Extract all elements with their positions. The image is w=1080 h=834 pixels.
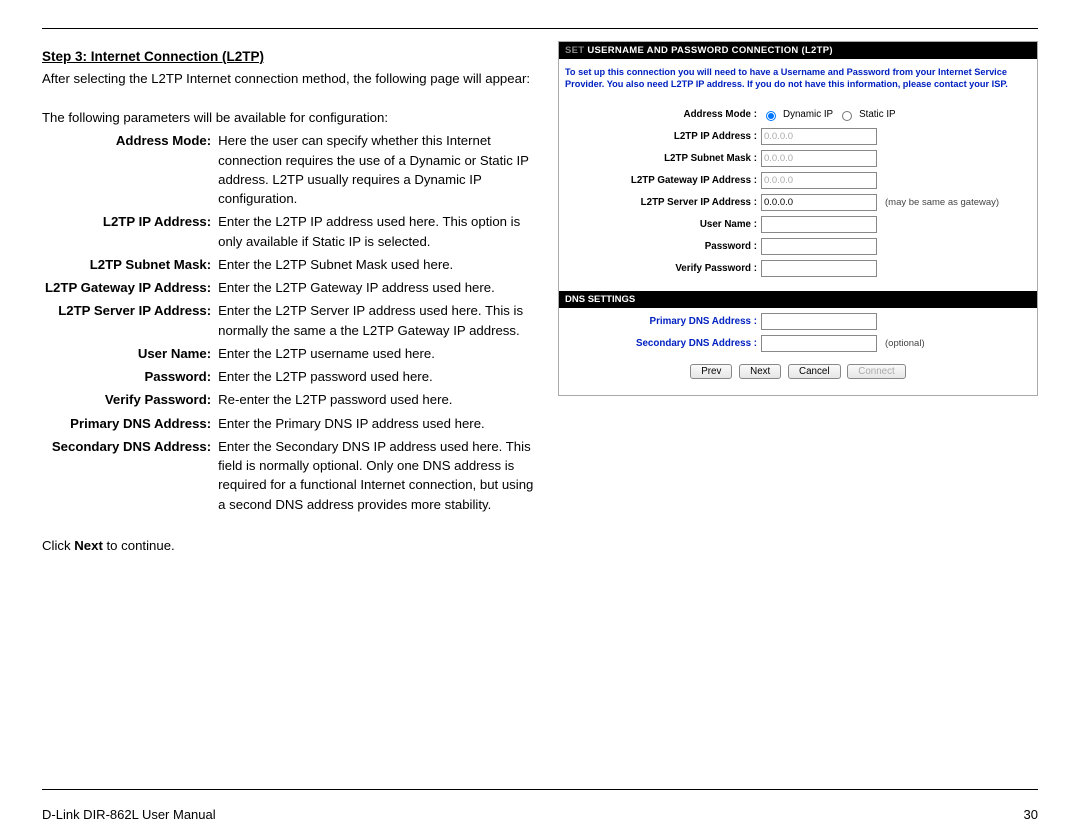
l2tp-panel: SET USERNAME AND PASSWORD CONNECTION (L2… <box>558 41 1038 396</box>
def-desc: Enter the L2TP Server IP address used he… <box>217 300 536 341</box>
def-desc: Re-enter the L2TP password used here. <box>217 389 536 410</box>
def-desc: Enter the L2TP password used here. <box>217 366 536 387</box>
footer: D-Link DIR-862L User Manual 30 <box>42 807 1038 822</box>
def-row: L2TP Subnet Mask:Enter the L2TP Subnet M… <box>44 254 536 275</box>
intro-2: The following parameters will be availab… <box>42 108 538 127</box>
input-primary-dns[interactable] <box>761 313 877 330</box>
prev-button[interactable]: Prev <box>690 364 732 379</box>
input-l2tp-srv[interactable] <box>761 194 877 211</box>
def-row: User Name:Enter the L2TP username used h… <box>44 343 536 364</box>
hrule-bottom <box>42 789 1038 790</box>
radio-static-ip[interactable] <box>842 111 852 121</box>
radio-label-dynamic: Dynamic IP <box>783 109 833 120</box>
panel-info: To set up this connection you will need … <box>559 59 1037 101</box>
def-desc: Enter the L2TP Gateway IP address used h… <box>217 277 536 298</box>
panel-title-dns: DNS SETTINGS <box>559 291 1037 308</box>
dns-form: Primary DNS Address : Secondary DNS Addr… <box>559 308 1037 395</box>
input-l2tp-gw[interactable] <box>761 172 877 189</box>
def-row: Address Mode:Here the user can specify w… <box>44 130 536 209</box>
def-term: Password: <box>44 366 215 387</box>
input-username[interactable] <box>761 216 877 233</box>
def-desc: Enter the Secondary DNS IP address used … <box>217 436 536 515</box>
def-term: L2TP Gateway IP Address: <box>44 277 215 298</box>
radio-label-static: Static IP <box>859 109 895 120</box>
def-row: Secondary DNS Address:Enter the Secondar… <box>44 436 536 515</box>
label-l2tp-mask: L2TP Subnet Mask : <box>559 153 761 164</box>
label-username: User Name : <box>559 219 761 230</box>
cancel-button[interactable]: Cancel <box>788 364 841 379</box>
closing-post: to continue. <box>103 538 175 553</box>
page-number: 30 <box>1024 807 1038 822</box>
input-l2tp-mask[interactable] <box>761 150 877 167</box>
connect-button[interactable]: Connect <box>847 364 906 379</box>
panel-title-1: SET USERNAME AND PASSWORD CONNECTION (L2… <box>559 42 1037 59</box>
def-term: Secondary DNS Address: <box>44 436 215 515</box>
next-button[interactable]: Next <box>739 364 781 379</box>
title-prefix: SET <box>565 45 587 56</box>
input-l2tp-ip[interactable] <box>761 128 877 145</box>
step-heading: Step 3: Internet Connection (L2TP) <box>42 47 538 67</box>
row-address-mode: Address Mode : Dynamic IP Static IP <box>559 105 1037 125</box>
spacer <box>42 517 538 535</box>
manual-page: Step 3: Internet Connection (L2TP) After… <box>0 0 1080 834</box>
spacer <box>42 89 538 107</box>
radio-dynamic-ip[interactable] <box>766 111 776 121</box>
label-verify-password: Verify Password : <box>559 263 761 274</box>
hrule-top <box>42 28 1038 29</box>
def-row: L2TP IP Address:Enter the L2TP IP addres… <box>44 211 536 252</box>
def-term: User Name: <box>44 343 215 364</box>
def-row: L2TP Gateway IP Address:Enter the L2TP G… <box>44 277 536 298</box>
label-address-mode: Address Mode : <box>559 109 761 120</box>
input-verify-password[interactable] <box>761 260 877 277</box>
text-column: Step 3: Internet Connection (L2TP) After… <box>42 41 538 556</box>
def-desc: Enter the L2TP username used here. <box>217 343 536 364</box>
definition-table: Address Mode:Here the user can specify w… <box>42 128 538 517</box>
def-term: L2TP Server IP Address: <box>44 300 215 341</box>
label-password: Password : <box>559 241 761 252</box>
label-secondary-dns: Secondary DNS Address : <box>559 338 761 349</box>
def-term: Verify Password: <box>44 389 215 410</box>
label-l2tp-gw: L2TP Gateway IP Address : <box>559 175 761 186</box>
label-l2tp-srv: L2TP Server IP Address : <box>559 197 761 208</box>
def-row: Verify Password:Re-enter the L2TP passwo… <box>44 389 536 410</box>
intro-1: After selecting the L2TP Internet connec… <box>42 69 538 88</box>
def-row: Password:Enter the L2TP password used he… <box>44 366 536 387</box>
closing-bold: Next <box>74 538 103 553</box>
def-desc: Here the user can specify whether this I… <box>217 130 536 209</box>
title-main: USERNAME AND PASSWORD CONNECTION (L2TP) <box>587 45 833 56</box>
closing-pre: Click <box>42 538 74 553</box>
label-l2tp-ip: L2TP IP Address : <box>559 131 761 142</box>
def-desc: Enter the L2TP IP address used here. Thi… <box>217 211 536 252</box>
def-term: Address Mode: <box>44 130 215 209</box>
def-row: Primary DNS Address:Enter the Primary DN… <box>44 413 536 434</box>
l2tp-form: Address Mode : Dynamic IP Static IP L2TP… <box>559 101 1037 291</box>
footer-left: D-Link DIR-862L User Manual <box>42 807 216 822</box>
def-desc: Enter the Primary DNS IP address used he… <box>217 413 536 434</box>
def-term: Primary DNS Address: <box>44 413 215 434</box>
input-secondary-dns[interactable] <box>761 335 877 352</box>
wizard-buttons: Prev Next Cancel Connect <box>559 356 1037 385</box>
def-term: L2TP IP Address: <box>44 211 215 252</box>
def-row: L2TP Server IP Address:Enter the L2TP Se… <box>44 300 536 341</box>
def-desc: Enter the L2TP Subnet Mask used here. <box>217 254 536 275</box>
closing-line: Click Next to continue. <box>42 536 538 555</box>
note-srv: (may be same as gateway) <box>885 197 999 208</box>
screenshot-column: SET USERNAME AND PASSWORD CONNECTION (L2… <box>558 41 1038 556</box>
content-columns: Step 3: Internet Connection (L2TP) After… <box>42 41 1038 556</box>
input-password[interactable] <box>761 238 877 255</box>
label-primary-dns: Primary DNS Address : <box>559 316 761 327</box>
note-sdns: (optional) <box>885 338 925 349</box>
def-term: L2TP Subnet Mask: <box>44 254 215 275</box>
